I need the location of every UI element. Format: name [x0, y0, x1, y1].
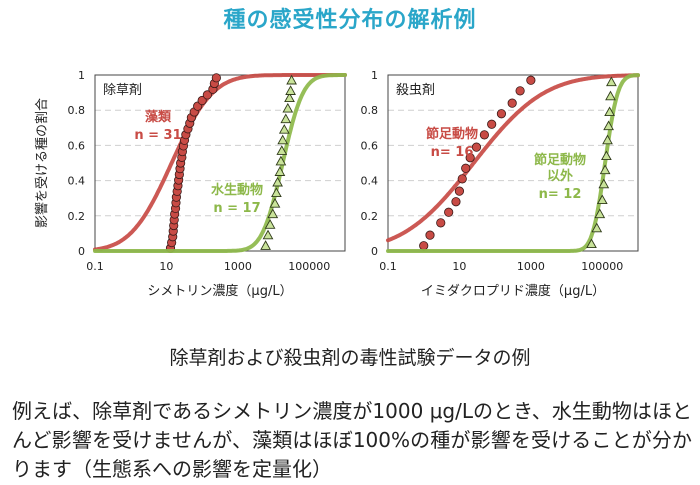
x-axis-label: シメトリン濃度（μg/L）	[147, 283, 292, 299]
insecticide-chart: 0 0.2 0.4 0.6 0.8 1 0.1 10 1000 100000 殺虫剤イミダクロプリド…	[361, 69, 640, 299]
data-point	[269, 197, 281, 208]
data-point	[602, 134, 613, 145]
y-tick-label: 0.4	[68, 175, 86, 188]
data-point	[285, 85, 296, 95]
x-axis-label: イミダクロプリド濃度（μg/L）	[421, 283, 605, 299]
y-tick-label: 0	[78, 245, 85, 258]
data-point	[451, 197, 461, 207]
y-tick-label: 0.6	[361, 139, 379, 152]
data-point	[271, 187, 282, 198]
fitted-curve	[93, 73, 347, 253]
plot-frame	[94, 74, 346, 252]
data-point	[457, 174, 467, 184]
data-point	[598, 178, 610, 189]
y-tick-label: 0.2	[361, 210, 379, 223]
data-point	[601, 150, 612, 161]
description-text: 例えば、除草剤であるシメトリン濃度が1000 μg/Lのとき、水生動物はほとんど…	[12, 399, 692, 481]
y-tick-label: 1	[78, 69, 85, 82]
x-tick-label: 10	[452, 260, 466, 273]
data-point	[487, 119, 497, 129]
series-n-label: n= 16	[431, 145, 474, 160]
x-tick-label: 100000	[288, 260, 330, 273]
series-label: 以外	[547, 168, 573, 184]
data-point	[526, 75, 536, 85]
panel-label: 殺虫剤	[396, 82, 435, 98]
data-point	[267, 208, 279, 219]
data-point	[197, 95, 207, 106]
y-tick-label: 0.4	[361, 175, 379, 188]
data-point	[596, 194, 608, 205]
x-tick-label: 0.1	[379, 260, 397, 273]
fitted-curve	[386, 73, 640, 243]
data-point	[274, 166, 286, 176]
series-n-label: n = 31	[134, 128, 181, 143]
data-point	[479, 130, 489, 140]
data-point	[425, 230, 435, 240]
data-point	[591, 222, 603, 233]
series-n-label: n= 12	[539, 187, 582, 202]
data-point	[496, 109, 507, 119]
data-point	[436, 218, 446, 228]
y-tick-label: 0	[371, 245, 378, 258]
series-label: 節足動物	[534, 152, 586, 168]
data-point	[606, 76, 617, 87]
y-tick-label: 0.2	[68, 210, 86, 223]
y-tick-label: 0.8	[68, 104, 86, 117]
data-point	[605, 90, 616, 101]
data-point	[594, 208, 606, 219]
x-tick-label: 10	[159, 260, 173, 273]
data-point	[280, 113, 292, 124]
x-tick-label: 1000	[517, 260, 545, 273]
data-point	[454, 186, 465, 196]
data-point	[444, 207, 454, 217]
series-label: 水生動物	[211, 182, 263, 198]
data-point	[471, 142, 482, 152]
data-point	[278, 124, 290, 134]
data-point	[507, 98, 517, 108]
y-tick-label: 0.8	[361, 104, 379, 117]
data-point	[277, 134, 289, 145]
data-point	[599, 164, 611, 175]
data-point	[282, 102, 294, 113]
data-point	[276, 145, 288, 155]
herbicide-chart: 0 0.2 0.4 0.6 0.8 1 0.1 10 1000 100000 除草剤シメトリン濃度（…	[34, 69, 347, 299]
data-point	[260, 240, 271, 250]
data-point	[202, 90, 212, 100]
data-point	[604, 106, 615, 117]
data-point	[465, 153, 475, 163]
series-n-label: n = 17	[213, 201, 260, 216]
fitted-curve	[93, 73, 347, 252]
y-axis-label: 影響を受ける種の割合	[34, 98, 50, 228]
y-tick-label: 1	[371, 69, 378, 82]
data-point	[275, 155, 287, 166]
ssd-charts: 00.20.40.60.810.1 10 1000 100000除草剤シメトリン濃度（…	[34, 69, 640, 299]
y-tick-label: 0.6	[68, 139, 86, 152]
page-title: 種の感受性分布の解析例	[223, 8, 477, 33]
figure-caption: 除草剤および殺虫剤の毒性試験データの例	[169, 347, 531, 369]
data-point	[211, 73, 221, 83]
data-point	[272, 176, 283, 187]
series-label: 節足動物	[426, 126, 478, 142]
data-point	[286, 74, 297, 85]
x-tick-label: 1000	[224, 260, 252, 273]
data-point	[262, 229, 274, 240]
data-point	[586, 238, 597, 249]
data-point	[419, 241, 429, 251]
series-label: 藻類	[145, 109, 172, 125]
x-tick-label: 100000	[581, 260, 623, 273]
data-point	[284, 92, 295, 103]
data-point	[461, 163, 471, 173]
data-point	[515, 86, 525, 96]
data-point	[264, 219, 276, 229]
data-point	[603, 120, 614, 131]
panel-label: 除草剤	[103, 82, 142, 98]
x-tick-label: 0.1	[86, 260, 104, 273]
